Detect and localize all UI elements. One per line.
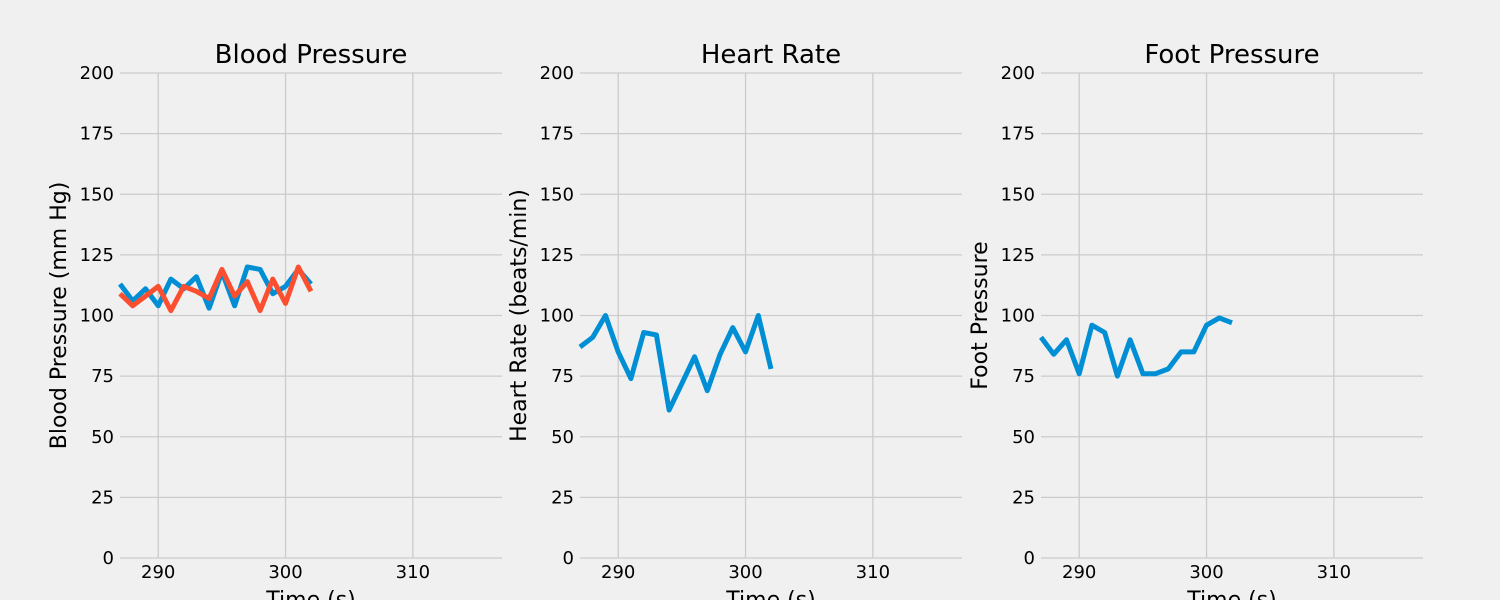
y-tick-label: 50 (91, 427, 114, 448)
x-axis-label: Time (s) (1186, 588, 1276, 600)
y-tick-label: 0 (1024, 548, 1035, 569)
x-tick-label: 300 (268, 562, 302, 583)
x-tick-label: 290 (1062, 562, 1096, 583)
y-tick-label: 100 (80, 306, 114, 327)
series-line-1 (118, 264, 314, 314)
y-tick-label: 150 (80, 184, 114, 205)
series-line-0 (1038, 315, 1233, 379)
y-tick-label: 0 (563, 548, 574, 569)
y-axis-label: Foot Pressure (968, 241, 993, 389)
y-axis-label: Heart Rate (beats/min) (507, 189, 532, 442)
x-tick-label: 290 (141, 562, 175, 583)
y-tick-label: 25 (1012, 487, 1035, 508)
y-tick-label: 75 (551, 366, 574, 387)
chart-title: Blood Pressure (215, 40, 408, 70)
y-tick-label: 125 (1001, 245, 1035, 266)
series-line-0 (578, 313, 774, 413)
y-tick-label: 100 (540, 306, 574, 327)
y-axis-label: Blood Pressure (mm Hg) (47, 182, 72, 450)
x-axis-label: Time (s) (725, 588, 815, 600)
y-tick-label: 100 (1001, 306, 1035, 327)
subplot-foot-pressure: Foot Pressure Time (s) Foot Pressure 0 25… (968, 40, 1423, 600)
x-tick-label: 300 (728, 562, 762, 583)
y-tick-label: 150 (1001, 184, 1035, 205)
x-tick-label: 310 (396, 562, 430, 583)
subplot-heart-rate: Heart Rate Time (s) Heart Rate (beats/mi… (507, 40, 962, 600)
y-tick-label: 200 (1001, 63, 1035, 84)
y-tick-label: 75 (1012, 366, 1035, 387)
y-tick-label: 50 (551, 427, 574, 448)
y-tick-label: 175 (1001, 124, 1035, 145)
x-tick-label: 310 (856, 562, 890, 583)
chart-title: Foot Pressure (1144, 40, 1319, 70)
y-tick-label: 0 (103, 548, 114, 569)
x-tick-label: 310 (1317, 562, 1351, 583)
y-tick-label: 125 (80, 245, 114, 266)
y-tick-label: 200 (80, 63, 114, 84)
y-tick-label: 25 (91, 487, 114, 508)
y-tick-label: 125 (540, 245, 574, 266)
y-tick-label: 175 (540, 124, 574, 145)
y-tick-label: 75 (91, 366, 114, 387)
chart-title: Heart Rate (701, 40, 841, 70)
x-axis-label: Time (s) (265, 588, 355, 600)
y-tick-label: 150 (540, 184, 574, 205)
y-tick-label: 25 (551, 487, 574, 508)
x-tick-label: 300 (1189, 562, 1223, 583)
y-tick-label: 200 (540, 63, 574, 84)
y-tick-label: 175 (80, 124, 114, 145)
y-tick-label: 50 (1012, 427, 1035, 448)
subplot-blood-pressure: Blood Pressure Time (s) Blood Pressure (… (47, 40, 502, 600)
x-tick-label: 290 (601, 562, 635, 583)
